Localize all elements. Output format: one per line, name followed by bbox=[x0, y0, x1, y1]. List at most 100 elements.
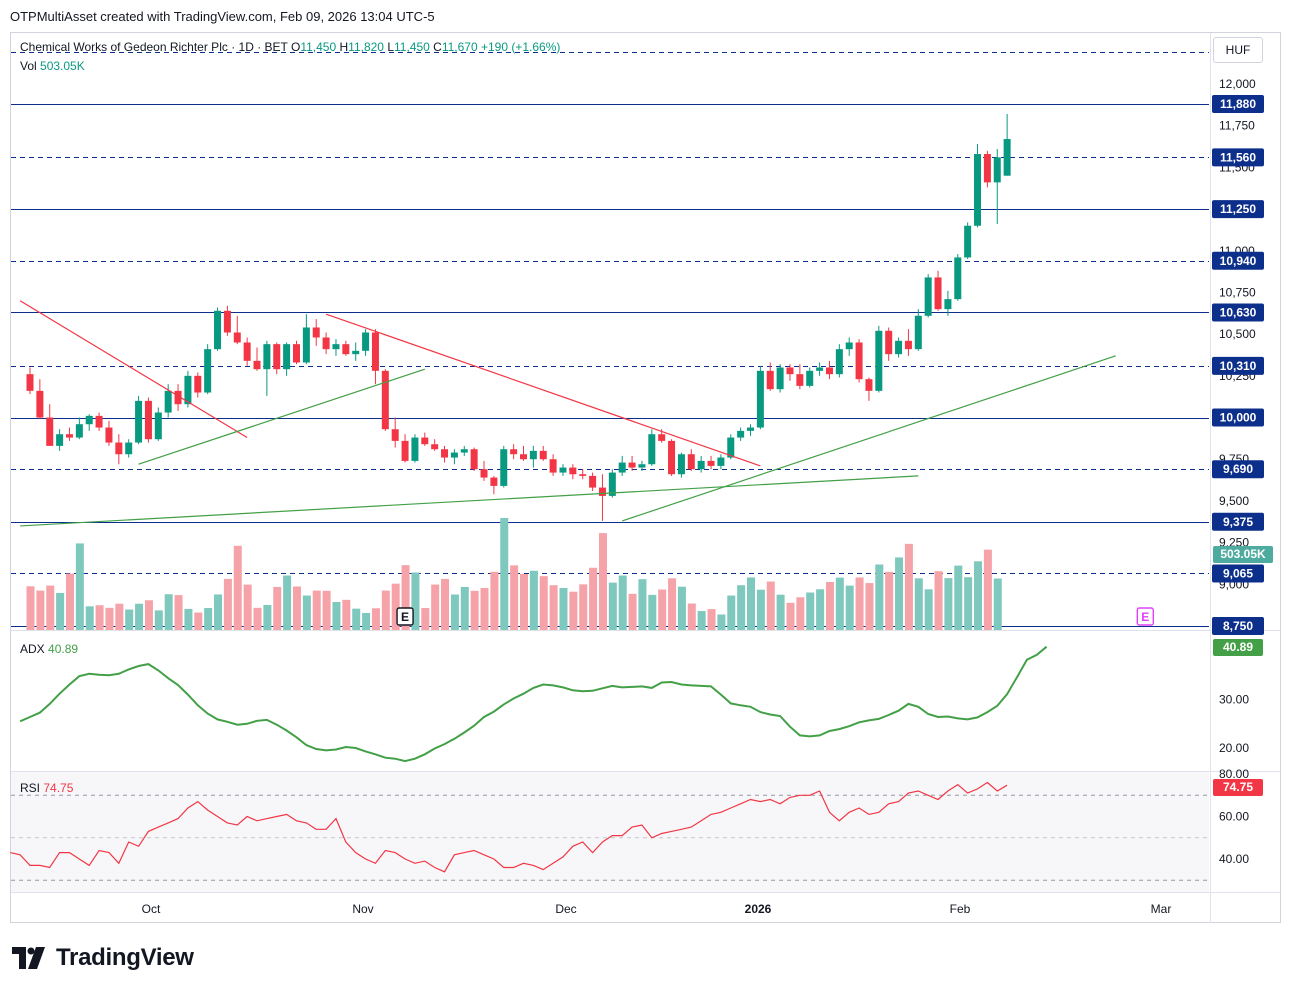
candle-body bbox=[332, 344, 340, 350]
trendline-0 bbox=[19, 300, 248, 439]
volume-bar bbox=[332, 602, 341, 630]
volume-bar bbox=[944, 578, 953, 630]
volume-bar bbox=[292, 586, 301, 630]
time-tick-2: Dec bbox=[555, 902, 576, 916]
volume-bar bbox=[75, 543, 84, 630]
time-tick-1: Nov bbox=[352, 902, 373, 916]
candle-body bbox=[164, 390, 172, 413]
volume-bar bbox=[589, 567, 598, 630]
volume-bar bbox=[431, 584, 440, 630]
volume-bar bbox=[677, 586, 686, 630]
candle-body bbox=[835, 349, 843, 375]
candle-body bbox=[1003, 139, 1011, 176]
candle-body bbox=[618, 462, 626, 473]
change-value: +190 (+1.66%) bbox=[481, 40, 561, 54]
chart-frame bbox=[10, 32, 1281, 923]
candle-body bbox=[895, 340, 903, 355]
volume-bar bbox=[115, 603, 124, 630]
adx-last-pill: 40.89 bbox=[1213, 639, 1263, 656]
candle-body bbox=[411, 437, 419, 461]
volume-last-pill: 503.05K bbox=[1213, 546, 1273, 563]
volume-bar bbox=[816, 589, 825, 630]
volume-bar bbox=[352, 608, 361, 630]
level-label-bg-8 bbox=[1212, 512, 1264, 531]
candle-body bbox=[381, 370, 389, 430]
volume-bar bbox=[806, 592, 815, 630]
price-tick-0: 12,000 bbox=[1219, 77, 1256, 91]
price-tick-2: 10,750 bbox=[1219, 285, 1256, 299]
volume-bar bbox=[983, 549, 992, 630]
symbol-title[interactable]: Chemical Works of Gedeon Richter Plc · 1… bbox=[20, 40, 288, 54]
volume-bar bbox=[154, 610, 163, 630]
candle-body bbox=[579, 474, 587, 476]
close-value: 11,670 bbox=[441, 40, 478, 54]
volume-label[interactable]: Vol bbox=[20, 59, 37, 73]
tradingview-brand[interactable]: TradingView bbox=[12, 944, 194, 972]
candle-body bbox=[776, 367, 784, 390]
candle-body bbox=[352, 350, 360, 355]
volume-bar bbox=[253, 607, 262, 630]
candle-body bbox=[944, 299, 952, 310]
currency-button[interactable]: HUF bbox=[1213, 37, 1263, 63]
level-label-4: 10,630 bbox=[1220, 305, 1257, 319]
volume-bar bbox=[608, 582, 617, 630]
candle-body bbox=[816, 367, 824, 371]
level-label-bg-0 bbox=[1212, 95, 1264, 113]
trendline-3 bbox=[20, 475, 919, 527]
candle-body bbox=[95, 415, 103, 428]
candle-body bbox=[371, 332, 379, 371]
earnings-event-marker-0 bbox=[396, 607, 414, 626]
volume-bar bbox=[441, 578, 450, 630]
volume-bar bbox=[717, 614, 726, 630]
volume-bar bbox=[549, 585, 558, 630]
candle-body bbox=[470, 449, 478, 470]
candle-body bbox=[46, 417, 54, 446]
candle-body bbox=[302, 327, 310, 363]
candle-body bbox=[184, 375, 192, 405]
candle-body bbox=[707, 460, 715, 466]
candle-body bbox=[806, 370, 814, 386]
adx-label[interactable]: ADX bbox=[20, 642, 45, 656]
volume-bar bbox=[283, 575, 292, 630]
low-value: 11,450 bbox=[394, 40, 430, 54]
adx-tick-0: 30.00 bbox=[1219, 693, 1249, 707]
candle-body bbox=[480, 469, 488, 478]
volume-bar bbox=[845, 585, 854, 630]
candle-body bbox=[391, 429, 399, 441]
volume-bar bbox=[312, 590, 321, 630]
ohlc-legend: Chemical Works of Gedeon Richter Plc · 1… bbox=[20, 40, 560, 54]
trendline-1 bbox=[325, 313, 761, 467]
high-value: 11,820 bbox=[348, 40, 384, 54]
candle-body bbox=[56, 434, 64, 446]
candle-body bbox=[954, 257, 962, 300]
candle-body bbox=[105, 427, 113, 443]
volume-bar bbox=[421, 608, 430, 630]
volume-bar bbox=[776, 594, 785, 630]
candle-body bbox=[529, 450, 537, 460]
candle-body bbox=[490, 477, 498, 486]
level-label-bg-1 bbox=[1212, 148, 1264, 167]
candle-body bbox=[717, 457, 725, 466]
rsi-label[interactable]: RSI bbox=[20, 781, 41, 795]
volume-bar bbox=[964, 577, 973, 630]
time-tick-3: 2026 bbox=[745, 902, 772, 916]
candle-body bbox=[441, 449, 449, 458]
volume-bar bbox=[648, 594, 657, 630]
candle-body bbox=[174, 390, 182, 405]
volume-bar bbox=[214, 594, 223, 630]
candle-body bbox=[539, 450, 547, 460]
candle-body bbox=[204, 349, 212, 393]
candle-body bbox=[450, 452, 458, 458]
volume-bar bbox=[342, 599, 351, 630]
volume-bar bbox=[904, 543, 913, 630]
level-label-8: 9,375 bbox=[1223, 515, 1253, 529]
level-label-bg-6 bbox=[1212, 408, 1264, 427]
volume-bar bbox=[500, 518, 509, 630]
volume-bar bbox=[105, 607, 114, 630]
volume-bar bbox=[490, 571, 499, 630]
price-tick-1: 11,750 bbox=[1219, 119, 1255, 133]
candle-body bbox=[510, 449, 518, 455]
volume-bar bbox=[954, 565, 963, 630]
volume-bar bbox=[26, 586, 35, 630]
